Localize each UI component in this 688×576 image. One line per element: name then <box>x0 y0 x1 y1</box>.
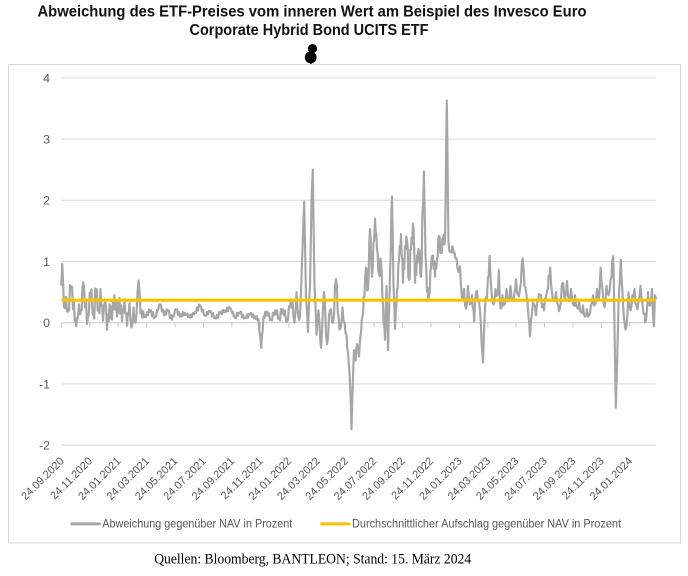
svg-text:-1: -1 <box>39 377 50 391</box>
svg-text:1: 1 <box>43 255 50 269</box>
svg-text:Abweichung gegenüber NAV in Pr: Abweichung gegenüber NAV in Prozent <box>102 516 293 530</box>
svg-text:4: 4 <box>43 71 50 85</box>
svg-text:2: 2 <box>43 194 50 208</box>
svg-text:3: 3 <box>43 133 50 147</box>
svg-text:Abweichung des ETF-Preises vom: Abweichung des ETF-Preises vom inneren W… <box>38 4 587 21</box>
svg-text:Quellen: Bloomberg, BANTLEON;: Quellen: Bloomberg, BANTLEON; Stand: 15.… <box>154 552 471 568</box>
svg-text:0: 0 <box>43 316 50 330</box>
svg-text:-2: -2 <box>39 439 50 453</box>
svg-text:Durchschnittlicher Aufschlag g: Durchschnittlicher Aufschlag gegenüber N… <box>352 516 622 530</box>
svg-text:Corporate Hybrid Bond UCITS ET: Corporate Hybrid Bond UCITS ETF <box>190 22 429 39</box>
